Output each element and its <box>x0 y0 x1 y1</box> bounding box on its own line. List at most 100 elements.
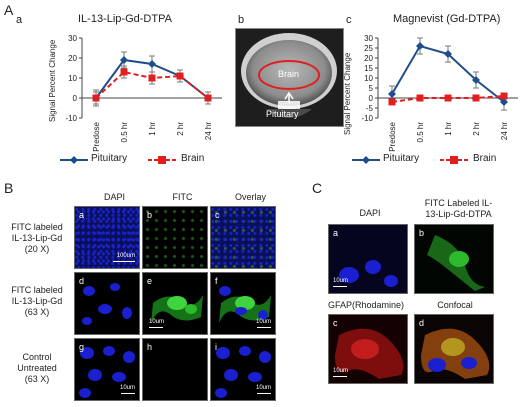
dapi-nuclei-drawing <box>339 260 398 287</box>
chart-magnevist: Magnevist (Gd-DTPA) Signal Percent Chang… <box>330 0 520 175</box>
y-tick-label: 5 <box>369 84 374 93</box>
micrograph-c-b: b <box>414 224 494 294</box>
panel-label-b: B <box>4 180 14 196</box>
cell-letter: b <box>419 228 425 238</box>
fitc-signal-drawing <box>151 295 203 323</box>
legend-brain-label: Brain <box>181 153 205 164</box>
scale-bar <box>149 327 163 328</box>
micrograph-b-a: a 100um <box>74 206 140 269</box>
data-point-pituitary <box>444 50 452 58</box>
data-point-brain <box>444 94 452 102</box>
y-tick-label: 0 <box>369 94 374 103</box>
row-label-line: (20 X) <box>24 244 50 254</box>
panel-label-a: A <box>4 2 14 18</box>
cell-letter: c <box>333 318 338 328</box>
micrograph-c-a: a 10um <box>328 224 408 294</box>
scale-bar <box>257 327 271 328</box>
mri-pituitary-label: Pituitary <box>266 109 299 119</box>
y-tick-label: 20 <box>364 54 373 63</box>
x-tick-label: 1 hr <box>148 122 157 136</box>
legend-brain-line <box>148 156 176 164</box>
row-label-line: Control <box>22 352 52 362</box>
y-tick-label: -5 <box>366 104 374 113</box>
y-tick-label: 30 <box>364 34 373 43</box>
row-label-line: (63 X) <box>24 307 50 317</box>
col-header-overlay: Overlay <box>234 192 266 202</box>
legend-pituitary-label: Pituitary <box>91 153 128 164</box>
data-point-pituitary <box>472 76 480 84</box>
cell-letter: d <box>419 318 425 328</box>
legend-pituitary-line <box>352 156 380 164</box>
x-tick-label: 24 hr <box>500 122 509 141</box>
legend-brain-line <box>440 156 468 164</box>
micrograph-b-e: e 10um <box>142 272 208 335</box>
y-tick-label: -10 <box>361 114 373 123</box>
data-point-pituitary <box>500 98 508 106</box>
gfap-signal-drawing <box>335 328 404 379</box>
data-point-brain <box>500 92 508 100</box>
scale-bar <box>257 393 271 394</box>
row-label-line: IL-13-Lip-Gd <box>11 296 63 306</box>
x-tick-label: Predose <box>388 121 397 151</box>
col-header-dapi: DAPI <box>103 192 125 202</box>
cell-letter: i <box>215 342 217 352</box>
data-point-brain <box>148 74 156 82</box>
cell-letter: d <box>79 276 85 286</box>
x-tick-label: Predose <box>92 121 101 151</box>
y-tick-label: 0 <box>73 94 78 103</box>
micrograph-b-g: g 10um <box>74 338 140 401</box>
cell-letter: a <box>79 210 85 220</box>
head-gfap: GFAP(Rhodamine) <box>327 300 405 310</box>
subpanel-label-a: a <box>16 14 23 26</box>
legend-pituitary-label: Pituitary <box>383 153 420 164</box>
data-point-brain <box>176 72 184 80</box>
subpanel-label-b: b <box>238 14 245 26</box>
scale-label: 10um <box>333 278 349 284</box>
data-point-pituitary <box>388 90 396 98</box>
data-point-brain <box>120 68 128 76</box>
cell-letter: h <box>147 342 153 352</box>
panel-label-c: C <box>312 180 323 196</box>
row-label-line: FITC labeled <box>11 285 63 295</box>
data-point-brain <box>92 94 100 102</box>
legend-right: Pituitary Brain <box>352 153 520 167</box>
data-point-pituitary <box>416 42 424 50</box>
row-label-line: Untreated <box>17 363 57 373</box>
chart-il13: IL-13-Lip-Gd-DTPA Signal Percent Change … <box>0 0 230 175</box>
scale-bar <box>333 286 347 287</box>
x-tick-label: 24 hr <box>204 122 213 141</box>
data-point-pituitary <box>120 56 128 64</box>
x-tick-label: 2 hr <box>472 122 481 136</box>
legend-brain-label: Brain <box>473 153 497 164</box>
overlay-nuclei-drawing <box>215 346 271 398</box>
scale-label: 100um <box>116 253 135 259</box>
chart-il13-plot: -10 0 10 20 30 Predose 0.5 hr 1 hr 2 hr 24 hr <box>65 34 222 152</box>
x-tick-label: 1 hr <box>444 122 453 136</box>
scale-label: 10um <box>255 385 271 391</box>
scale-label: 10um <box>255 319 271 325</box>
head-dapi: DAPI <box>359 208 381 218</box>
data-point-brain <box>416 94 424 102</box>
x-tick-label: 2 hr <box>176 122 185 136</box>
dapi-nuclei-drawing <box>82 283 132 325</box>
head-line: FITC Labeled IL- <box>424 198 493 208</box>
y-tick-label: 10 <box>68 74 77 83</box>
legend-left: Pituitary Brain <box>60 153 235 167</box>
scale-bar <box>333 376 347 377</box>
legend-pituitary-line <box>60 156 88 164</box>
micrograph-b-b: b <box>142 206 208 269</box>
micrograph-b-h: h <box>142 338 208 401</box>
x-tick-label: 0.5 hr <box>120 122 129 143</box>
y-tick-label: 10 <box>364 74 373 83</box>
head-line: 13-Lip-Gd-DTPA <box>425 209 492 219</box>
row-label-3: Control Untreated (63 X) <box>4 352 70 385</box>
mri-scan-drawing <box>236 29 343 126</box>
row-label-line: FITC labeled <box>11 222 63 232</box>
y-tick-label: 30 <box>68 34 77 43</box>
head-confocal: Confocal <box>437 300 473 310</box>
row-label-1: FITC labeled IL-13-Lip-Gd (20 X) <box>4 222 70 255</box>
cell-letter: e <box>147 276 153 286</box>
row-label-2: FITC labeled IL-13-Lip-Gd (63 X) <box>4 285 70 318</box>
mri-brain-label: Brain <box>278 69 300 79</box>
